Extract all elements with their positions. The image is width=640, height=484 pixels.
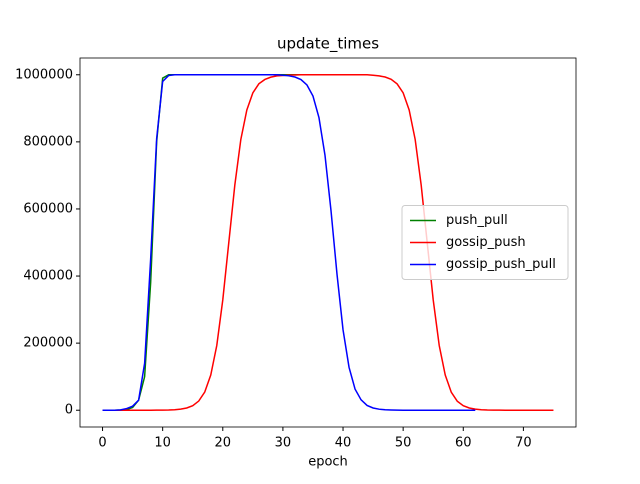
- chart-title: update_times: [277, 35, 379, 54]
- y-tick-label: 800000: [23, 134, 73, 149]
- x-tick-label: 30: [275, 436, 292, 451]
- plot-frame: [79, 57, 577, 428]
- x-axis-label: epoch: [308, 455, 348, 470]
- y-tick-label: 200000: [23, 336, 73, 351]
- x-tick-label: 70: [515, 436, 532, 451]
- x-tick-label: 20: [215, 436, 232, 451]
- legend-label: gossip_push: [446, 235, 526, 250]
- legend-label: push_pull: [446, 213, 508, 228]
- x-tick-label: 40: [335, 436, 352, 451]
- x-tick-label: 60: [455, 436, 472, 451]
- series-line: [102, 74, 476, 411]
- y-tick-label: 400000: [23, 269, 73, 284]
- series-line: [102, 74, 344, 411]
- y-tick-label: 1000000: [15, 67, 73, 82]
- x-tick-label: 0: [98, 436, 106, 451]
- legend-box: [401, 205, 569, 280]
- x-tick-label: 10: [154, 436, 171, 451]
- series-line: [102, 74, 554, 411]
- x-tick-label: 50: [395, 436, 412, 451]
- y-tick-label: 0: [65, 403, 73, 418]
- legend-label: gossip_push_pull: [446, 257, 556, 272]
- y-tick-label: 600000: [23, 201, 73, 216]
